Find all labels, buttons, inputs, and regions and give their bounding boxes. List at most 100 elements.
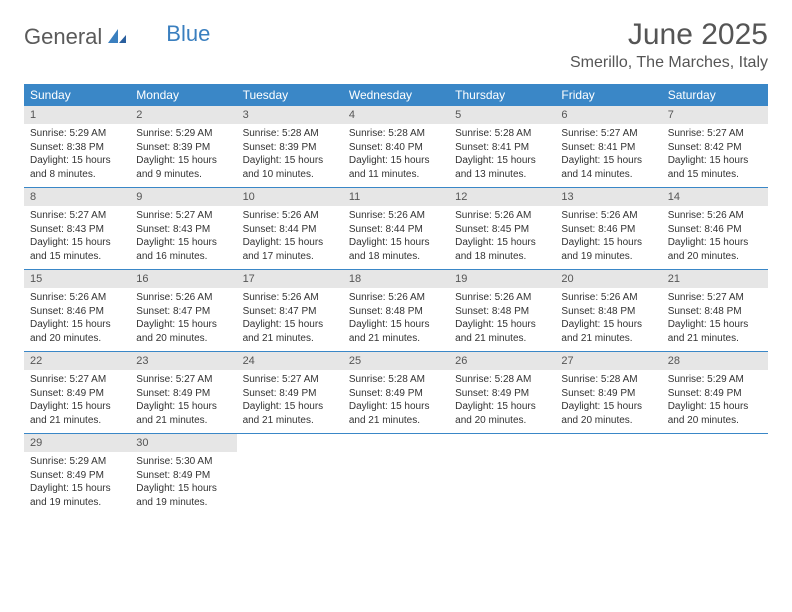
logo: General Blue bbox=[24, 24, 210, 50]
calendar-week: 1Sunrise: 5:29 AMSunset: 8:38 PMDaylight… bbox=[24, 106, 768, 188]
day-details: Sunrise: 5:26 AMSunset: 8:47 PMDaylight:… bbox=[130, 288, 236, 351]
day-details: Sunrise: 5:26 AMSunset: 8:48 PMDaylight:… bbox=[555, 288, 661, 351]
day-number: 10 bbox=[237, 188, 343, 206]
day-details: Sunrise: 5:26 AMSunset: 8:44 PMDaylight:… bbox=[237, 206, 343, 269]
day-details: Sunrise: 5:27 AMSunset: 8:43 PMDaylight:… bbox=[24, 206, 130, 269]
day-details: Sunrise: 5:27 AMSunset: 8:41 PMDaylight:… bbox=[555, 124, 661, 187]
weekday-sunday: Sunday bbox=[24, 84, 130, 106]
day-details: Sunrise: 5:28 AMSunset: 8:49 PMDaylight:… bbox=[449, 370, 555, 433]
day-details: Sunrise: 5:28 AMSunset: 8:41 PMDaylight:… bbox=[449, 124, 555, 187]
calendar-cell: 22Sunrise: 5:27 AMSunset: 8:49 PMDayligh… bbox=[24, 352, 130, 433]
day-number: 17 bbox=[237, 270, 343, 288]
calendar-week: 15Sunrise: 5:26 AMSunset: 8:46 PMDayligh… bbox=[24, 270, 768, 352]
logo-sail-icon bbox=[106, 27, 128, 50]
calendar-week: 29Sunrise: 5:29 AMSunset: 8:49 PMDayligh… bbox=[24, 434, 768, 515]
calendar-cell: 15Sunrise: 5:26 AMSunset: 8:46 PMDayligh… bbox=[24, 270, 130, 351]
weekday-friday: Friday bbox=[555, 84, 661, 106]
calendar-cell bbox=[343, 434, 449, 515]
calendar: Sunday Monday Tuesday Wednesday Thursday… bbox=[24, 84, 768, 515]
weekday-tuesday: Tuesday bbox=[237, 84, 343, 106]
weekday-thursday: Thursday bbox=[449, 84, 555, 106]
calendar-cell: 28Sunrise: 5:29 AMSunset: 8:49 PMDayligh… bbox=[662, 352, 768, 433]
calendar-cell: 4Sunrise: 5:28 AMSunset: 8:40 PMDaylight… bbox=[343, 106, 449, 187]
calendar-cell: 12Sunrise: 5:26 AMSunset: 8:45 PMDayligh… bbox=[449, 188, 555, 269]
day-number: 1 bbox=[24, 106, 130, 124]
calendar-cell: 17Sunrise: 5:26 AMSunset: 8:47 PMDayligh… bbox=[237, 270, 343, 351]
calendar-cell: 19Sunrise: 5:26 AMSunset: 8:48 PMDayligh… bbox=[449, 270, 555, 351]
day-number: 22 bbox=[24, 352, 130, 370]
location: Smerillo, The Marches, Italy bbox=[570, 54, 768, 72]
day-number: 9 bbox=[130, 188, 236, 206]
calendar-cell: 30Sunrise: 5:30 AMSunset: 8:49 PMDayligh… bbox=[130, 434, 236, 515]
day-details: Sunrise: 5:28 AMSunset: 8:39 PMDaylight:… bbox=[237, 124, 343, 187]
day-details: Sunrise: 5:26 AMSunset: 8:46 PMDaylight:… bbox=[662, 206, 768, 269]
calendar-cell: 1Sunrise: 5:29 AMSunset: 8:38 PMDaylight… bbox=[24, 106, 130, 187]
weekday-monday: Monday bbox=[130, 84, 236, 106]
calendar-cell: 6Sunrise: 5:27 AMSunset: 8:41 PMDaylight… bbox=[555, 106, 661, 187]
calendar-cell: 11Sunrise: 5:26 AMSunset: 8:44 PMDayligh… bbox=[343, 188, 449, 269]
day-number: 19 bbox=[449, 270, 555, 288]
calendar-cell: 27Sunrise: 5:28 AMSunset: 8:49 PMDayligh… bbox=[555, 352, 661, 433]
day-number: 16 bbox=[130, 270, 236, 288]
day-details: Sunrise: 5:26 AMSunset: 8:46 PMDaylight:… bbox=[555, 206, 661, 269]
calendar-cell: 26Sunrise: 5:28 AMSunset: 8:49 PMDayligh… bbox=[449, 352, 555, 433]
day-number: 15 bbox=[24, 270, 130, 288]
day-number: 24 bbox=[237, 352, 343, 370]
day-number: 12 bbox=[449, 188, 555, 206]
calendar-cell: 18Sunrise: 5:26 AMSunset: 8:48 PMDayligh… bbox=[343, 270, 449, 351]
day-number: 23 bbox=[130, 352, 236, 370]
day-details: Sunrise: 5:27 AMSunset: 8:49 PMDaylight:… bbox=[130, 370, 236, 433]
day-number: 6 bbox=[555, 106, 661, 124]
day-details: Sunrise: 5:26 AMSunset: 8:48 PMDaylight:… bbox=[343, 288, 449, 351]
day-number: 14 bbox=[662, 188, 768, 206]
day-details: Sunrise: 5:26 AMSunset: 8:48 PMDaylight:… bbox=[449, 288, 555, 351]
calendar-cell bbox=[449, 434, 555, 515]
day-details: Sunrise: 5:27 AMSunset: 8:43 PMDaylight:… bbox=[130, 206, 236, 269]
calendar-cell: 20Sunrise: 5:26 AMSunset: 8:48 PMDayligh… bbox=[555, 270, 661, 351]
day-number: 29 bbox=[24, 434, 130, 452]
day-number: 20 bbox=[555, 270, 661, 288]
day-number: 2 bbox=[130, 106, 236, 124]
weekday-wednesday: Wednesday bbox=[343, 84, 449, 106]
day-details: Sunrise: 5:28 AMSunset: 8:49 PMDaylight:… bbox=[343, 370, 449, 433]
day-details: Sunrise: 5:26 AMSunset: 8:45 PMDaylight:… bbox=[449, 206, 555, 269]
calendar-cell: 5Sunrise: 5:28 AMSunset: 8:41 PMDaylight… bbox=[449, 106, 555, 187]
weekday-header: Sunday Monday Tuesday Wednesday Thursday… bbox=[24, 84, 768, 106]
day-details: Sunrise: 5:29 AMSunset: 8:49 PMDaylight:… bbox=[24, 452, 130, 515]
day-details: Sunrise: 5:27 AMSunset: 8:42 PMDaylight:… bbox=[662, 124, 768, 187]
header: General Blue June 2025 Smerillo, The Mar… bbox=[24, 18, 768, 72]
day-details: Sunrise: 5:26 AMSunset: 8:44 PMDaylight:… bbox=[343, 206, 449, 269]
day-details: Sunrise: 5:29 AMSunset: 8:38 PMDaylight:… bbox=[24, 124, 130, 187]
calendar-cell: 13Sunrise: 5:26 AMSunset: 8:46 PMDayligh… bbox=[555, 188, 661, 269]
day-details: Sunrise: 5:26 AMSunset: 8:47 PMDaylight:… bbox=[237, 288, 343, 351]
calendar-cell: 10Sunrise: 5:26 AMSunset: 8:44 PMDayligh… bbox=[237, 188, 343, 269]
day-number: 13 bbox=[555, 188, 661, 206]
title-block: June 2025 Smerillo, The Marches, Italy bbox=[570, 18, 768, 72]
calendar-cell: 23Sunrise: 5:27 AMSunset: 8:49 PMDayligh… bbox=[130, 352, 236, 433]
day-number: 11 bbox=[343, 188, 449, 206]
weekday-saturday: Saturday bbox=[662, 84, 768, 106]
calendar-cell bbox=[555, 434, 661, 515]
calendar-cell: 8Sunrise: 5:27 AMSunset: 8:43 PMDaylight… bbox=[24, 188, 130, 269]
day-details: Sunrise: 5:29 AMSunset: 8:39 PMDaylight:… bbox=[130, 124, 236, 187]
calendar-week: 22Sunrise: 5:27 AMSunset: 8:49 PMDayligh… bbox=[24, 352, 768, 434]
calendar-cell: 24Sunrise: 5:27 AMSunset: 8:49 PMDayligh… bbox=[237, 352, 343, 433]
calendar-cell bbox=[662, 434, 768, 515]
day-details: Sunrise: 5:28 AMSunset: 8:40 PMDaylight:… bbox=[343, 124, 449, 187]
month-title: June 2025 bbox=[570, 18, 768, 52]
day-details: Sunrise: 5:29 AMSunset: 8:49 PMDaylight:… bbox=[662, 370, 768, 433]
day-number: 28 bbox=[662, 352, 768, 370]
logo-text-general: General bbox=[24, 24, 102, 50]
calendar-cell: 2Sunrise: 5:29 AMSunset: 8:39 PMDaylight… bbox=[130, 106, 236, 187]
day-number: 7 bbox=[662, 106, 768, 124]
day-number: 5 bbox=[449, 106, 555, 124]
day-details: Sunrise: 5:27 AMSunset: 8:49 PMDaylight:… bbox=[24, 370, 130, 433]
day-number: 21 bbox=[662, 270, 768, 288]
calendar-cell: 16Sunrise: 5:26 AMSunset: 8:47 PMDayligh… bbox=[130, 270, 236, 351]
day-number: 27 bbox=[555, 352, 661, 370]
day-number: 18 bbox=[343, 270, 449, 288]
calendar-cell: 9Sunrise: 5:27 AMSunset: 8:43 PMDaylight… bbox=[130, 188, 236, 269]
day-number: 26 bbox=[449, 352, 555, 370]
calendar-cell: 14Sunrise: 5:26 AMSunset: 8:46 PMDayligh… bbox=[662, 188, 768, 269]
day-details: Sunrise: 5:30 AMSunset: 8:49 PMDaylight:… bbox=[130, 452, 236, 515]
